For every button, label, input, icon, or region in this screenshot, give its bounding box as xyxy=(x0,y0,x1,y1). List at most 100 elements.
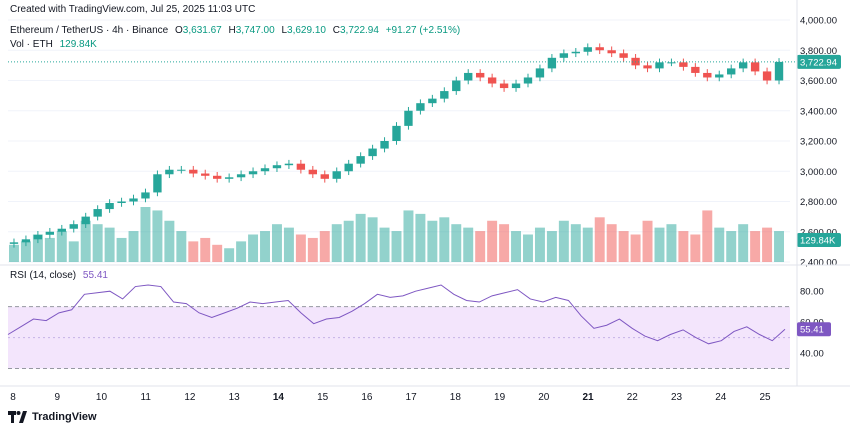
candle-body xyxy=(404,110,413,126)
volume-bar xyxy=(140,207,151,262)
volume-bar xyxy=(248,234,259,262)
volume-bar xyxy=(403,210,414,262)
volume-bar xyxy=(224,248,235,262)
volume-bar xyxy=(152,210,163,262)
candle-body xyxy=(703,72,712,78)
candle-body xyxy=(727,68,736,75)
time-tick-label: 9 xyxy=(54,392,60,403)
candle-body xyxy=(499,83,509,89)
volume-bar xyxy=(475,231,486,262)
candle-body xyxy=(129,198,138,202)
volume-bar xyxy=(56,231,67,262)
volume-bar xyxy=(427,220,438,262)
volume-bar xyxy=(104,227,115,262)
volume-bar xyxy=(511,231,522,262)
volume-bar xyxy=(439,217,450,262)
volume-bar xyxy=(582,227,593,262)
candle-body xyxy=(344,163,353,172)
candle-body xyxy=(45,231,55,235)
volume-bar xyxy=(654,227,665,262)
candle-body xyxy=(296,163,306,170)
volume-bar xyxy=(714,227,725,262)
volume-bar xyxy=(367,217,378,262)
volume-bar xyxy=(176,231,187,262)
last-price-label: 3,722.94 xyxy=(800,57,837,68)
candle-body xyxy=(165,169,174,175)
candle-body xyxy=(750,62,760,72)
candle-body xyxy=(21,239,31,243)
time-tick-label: 16 xyxy=(361,392,373,403)
time-tick-label: 22 xyxy=(627,392,639,403)
volume-bar xyxy=(678,231,689,262)
candle-body xyxy=(248,171,258,175)
candle-body xyxy=(224,177,234,179)
time-tick-label: 18 xyxy=(450,392,462,403)
change-value: +91.27 (+2.51%) xyxy=(385,25,461,36)
volume-bar xyxy=(774,231,784,262)
volume-bar xyxy=(20,241,31,262)
volume-bar xyxy=(702,210,713,262)
tradingview-logo[interactable]: TradingView xyxy=(8,411,97,423)
candle-body xyxy=(177,169,186,171)
candle-body xyxy=(368,148,377,157)
candle-body xyxy=(667,62,676,64)
candle-body xyxy=(308,169,318,175)
time-tick-label: 20 xyxy=(538,392,550,403)
volume-bar xyxy=(188,241,199,262)
candle-body xyxy=(762,71,772,81)
brand-name: TradingView xyxy=(32,411,97,423)
price-tick-label: 2,400.00 xyxy=(800,258,837,269)
candle-body xyxy=(715,74,724,78)
time-tick-label: 11 xyxy=(141,392,152,403)
candle-body xyxy=(607,50,616,54)
candle-body xyxy=(487,77,497,84)
price-tick-label: 3,800.00 xyxy=(800,46,837,57)
volume-bar xyxy=(271,224,282,262)
volume-bar xyxy=(666,224,677,262)
volume-badge-label: 129.84K xyxy=(800,236,836,247)
volume-label: Vol · ETH xyxy=(10,39,53,50)
volume-bar xyxy=(164,220,175,262)
candle-body xyxy=(260,168,270,172)
volume-bar xyxy=(236,241,247,262)
candle-body xyxy=(440,91,449,99)
volume-bar xyxy=(32,234,43,262)
volume-header: Vol · ETH 129.84K xyxy=(10,39,101,50)
volume-bar xyxy=(463,227,474,262)
volume-bar xyxy=(570,224,581,262)
rsi-tick-label: 80.00 xyxy=(800,287,824,298)
watermark: Created with TradingView.com, Jul 25, 20… xyxy=(10,4,256,15)
candle-body xyxy=(320,174,329,179)
candle-body xyxy=(583,47,592,52)
volume-bar xyxy=(200,237,211,262)
volume-bar xyxy=(319,231,330,262)
volume-bar xyxy=(128,231,139,262)
candle-body xyxy=(774,61,784,81)
volume-bar xyxy=(307,237,318,262)
time-tick-label: 8 xyxy=(10,392,16,403)
time-tick-label: 17 xyxy=(406,392,418,403)
volume-value: 129.84K xyxy=(59,39,97,50)
volume-bar xyxy=(546,231,557,262)
time-tick-label: 24 xyxy=(715,392,727,403)
volume-bar xyxy=(92,224,103,262)
volume-bar xyxy=(212,244,223,262)
volume-bar xyxy=(523,234,533,262)
volume-bar xyxy=(762,227,773,262)
volume-bar xyxy=(44,237,55,262)
candle-body xyxy=(428,98,437,104)
high-value: H3,747.00 xyxy=(228,25,275,36)
rsi-header: RSI (14, close) 55.41 xyxy=(10,270,112,281)
candle-body xyxy=(679,62,688,67)
volume-bar xyxy=(642,220,653,262)
volume-bar xyxy=(68,241,79,262)
candle-body xyxy=(523,77,533,84)
candle-body xyxy=(595,47,604,51)
price-chart[interactable]: 4,000.00 3,800.00 3,600.00 3,400.00 3,200.00… xyxy=(0,0,850,405)
volume-bar xyxy=(295,234,306,262)
symbol-header: Ethereum / TetherUS · 4h · Binance O3,63… xyxy=(10,25,464,36)
volume-badge xyxy=(797,233,841,247)
candle-body xyxy=(213,175,222,179)
price-tick-label: 3,200.00 xyxy=(800,137,837,148)
volume-bar xyxy=(451,224,462,262)
